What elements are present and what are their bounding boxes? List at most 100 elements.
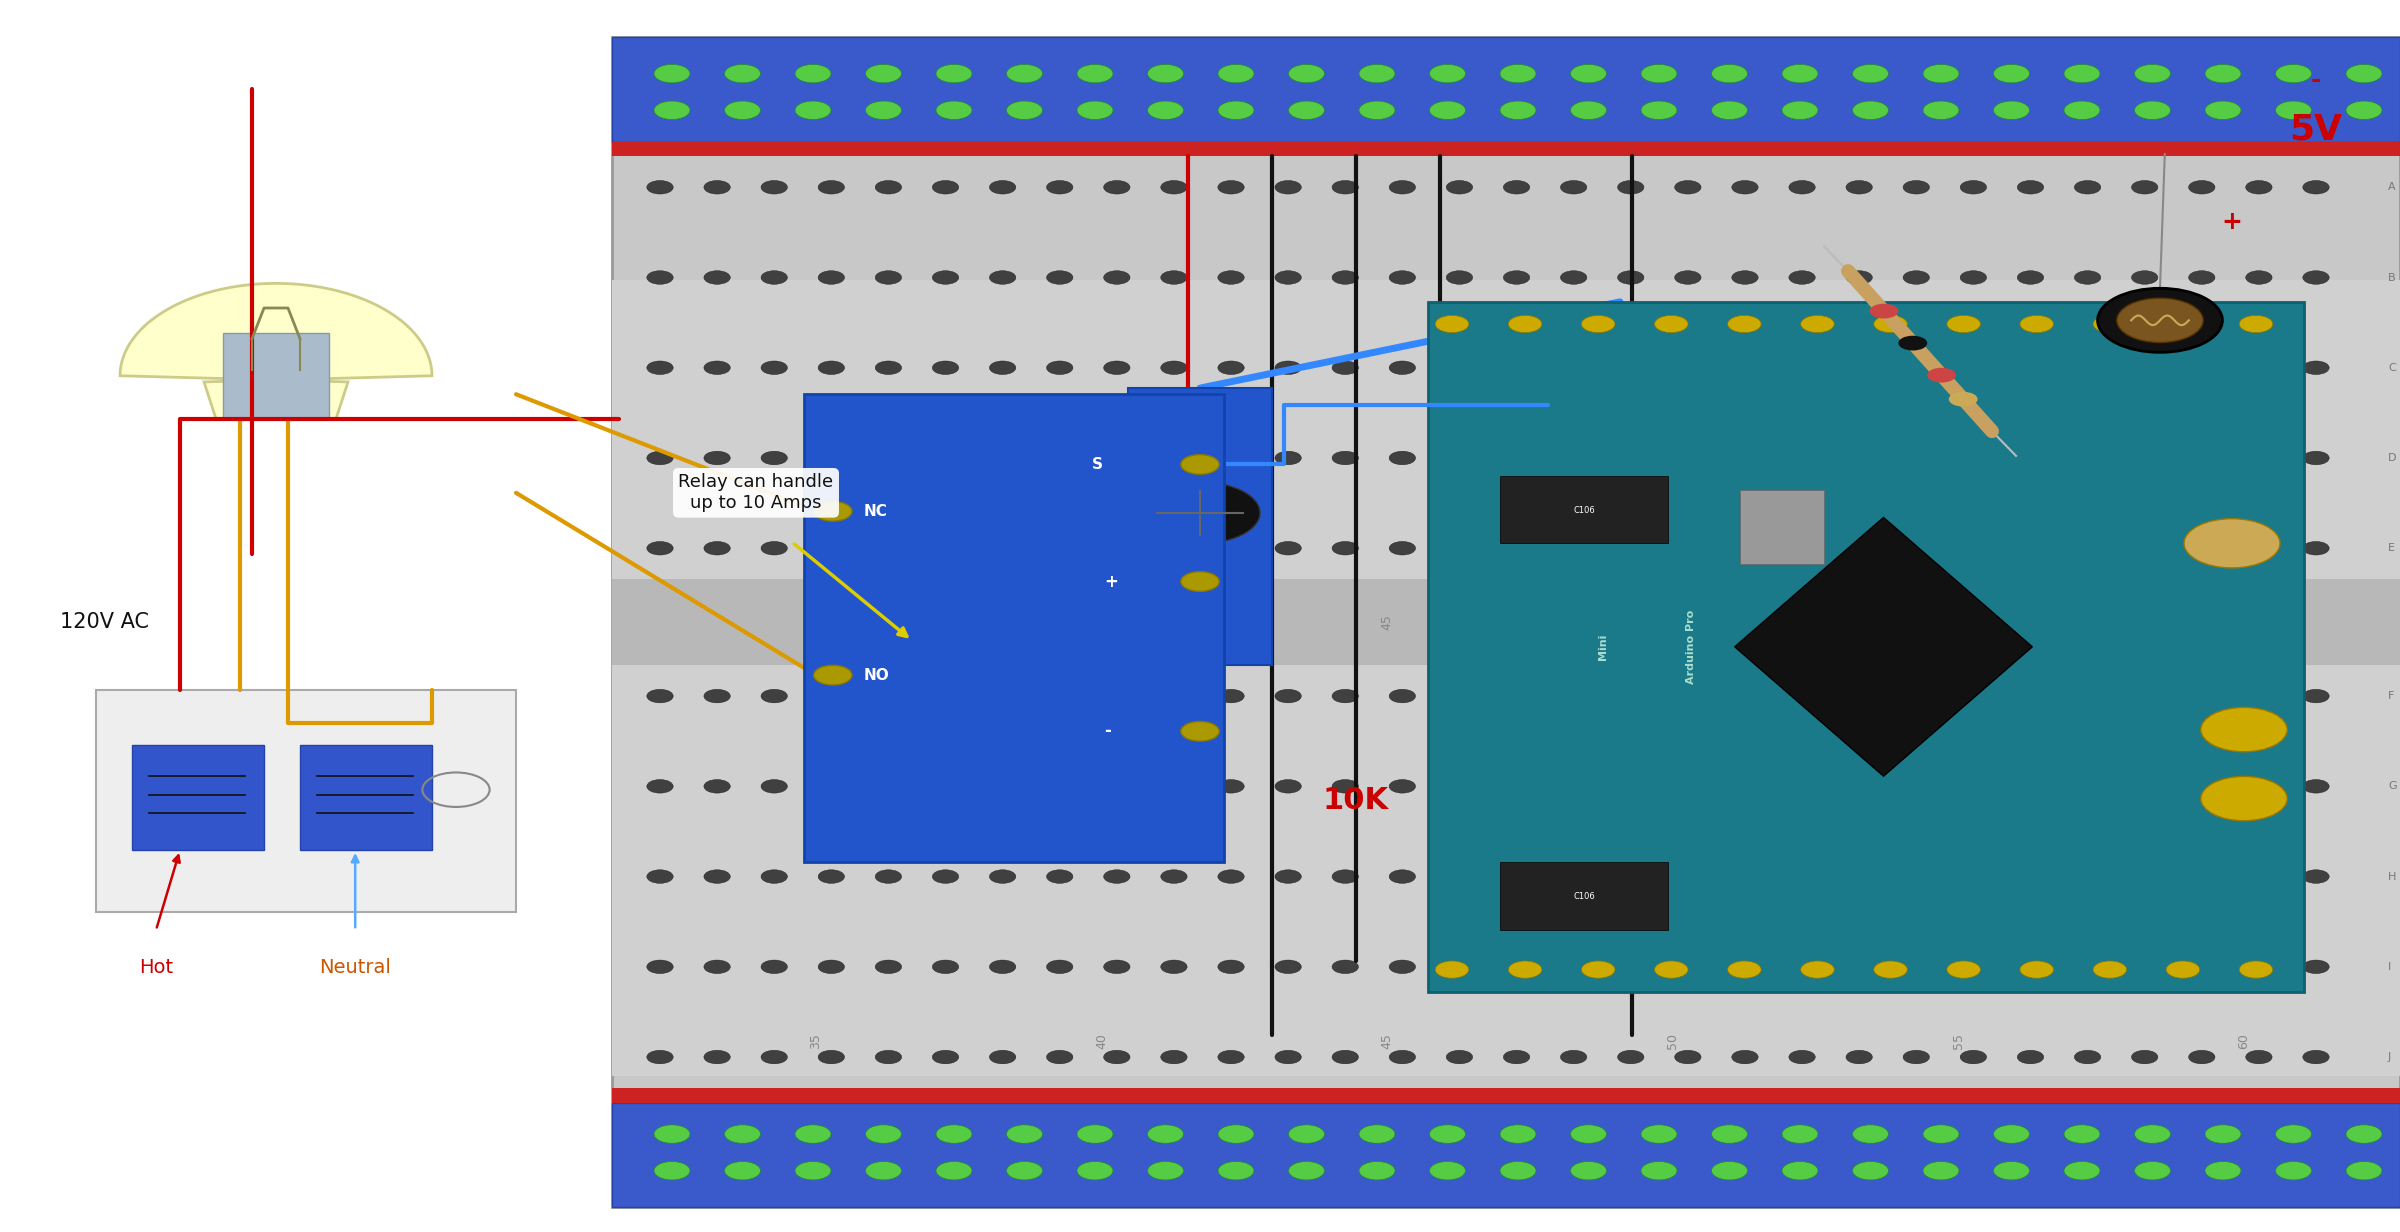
Text: Hot: Hot — [139, 957, 173, 977]
Circle shape — [1618, 180, 1644, 195]
Circle shape — [1447, 690, 1474, 702]
Circle shape — [2134, 1162, 2170, 1180]
Circle shape — [648, 451, 672, 464]
Circle shape — [989, 451, 1015, 464]
Circle shape — [1898, 335, 1927, 351]
Circle shape — [1046, 271, 1073, 285]
Circle shape — [1289, 1125, 1325, 1143]
Circle shape — [936, 64, 972, 83]
Circle shape — [1675, 542, 1702, 554]
Circle shape — [2018, 361, 2045, 375]
Circle shape — [2304, 361, 2328, 375]
Circle shape — [1006, 1125, 1042, 1143]
Circle shape — [1846, 690, 1872, 702]
Circle shape — [1046, 451, 1073, 464]
Circle shape — [1162, 870, 1188, 883]
Circle shape — [1162, 960, 1188, 973]
Circle shape — [2189, 271, 2215, 285]
Circle shape — [1500, 1125, 1536, 1143]
Circle shape — [1781, 1162, 1819, 1180]
Text: 50: 50 — [1666, 615, 1680, 630]
Circle shape — [1675, 451, 1702, 464]
Circle shape — [1675, 180, 1702, 195]
Circle shape — [2246, 451, 2273, 464]
Circle shape — [2304, 780, 2328, 793]
Circle shape — [648, 690, 672, 702]
Text: +: + — [1104, 573, 1118, 590]
Circle shape — [1961, 690, 1987, 702]
Circle shape — [2206, 1162, 2242, 1180]
Text: 55: 55 — [1951, 615, 1966, 630]
Circle shape — [2134, 64, 2170, 83]
Circle shape — [1903, 271, 1930, 285]
Circle shape — [1961, 271, 1987, 285]
Circle shape — [1642, 101, 1678, 120]
Circle shape — [1390, 180, 1416, 195]
Circle shape — [1219, 1162, 1255, 1180]
Circle shape — [1788, 780, 1814, 793]
Circle shape — [703, 960, 730, 973]
Circle shape — [936, 1125, 972, 1143]
Circle shape — [1502, 271, 1529, 285]
Circle shape — [2189, 1050, 2215, 1064]
Circle shape — [2304, 870, 2328, 883]
Bar — [1500, 476, 1668, 543]
Circle shape — [1217, 690, 1243, 702]
Circle shape — [1560, 780, 1586, 793]
Circle shape — [1162, 780, 1188, 793]
Circle shape — [648, 780, 672, 793]
Circle shape — [2131, 690, 2158, 702]
Circle shape — [1570, 101, 1606, 120]
Circle shape — [2131, 180, 2158, 195]
Circle shape — [866, 101, 902, 120]
Circle shape — [2117, 298, 2203, 342]
Circle shape — [818, 870, 845, 883]
Circle shape — [761, 960, 787, 973]
Circle shape — [1846, 960, 1872, 973]
Circle shape — [1390, 960, 1416, 973]
Text: NC: NC — [864, 504, 888, 519]
Circle shape — [1162, 361, 1188, 375]
Circle shape — [1006, 1162, 1042, 1180]
Circle shape — [2239, 315, 2273, 333]
Circle shape — [1946, 961, 1980, 978]
Circle shape — [1781, 1125, 1819, 1143]
Circle shape — [2167, 315, 2201, 333]
Circle shape — [1994, 64, 2030, 83]
Circle shape — [2246, 542, 2273, 554]
Circle shape — [2131, 780, 2158, 793]
Circle shape — [2275, 1125, 2311, 1143]
Circle shape — [814, 501, 852, 521]
Circle shape — [1390, 451, 1416, 464]
Circle shape — [1788, 1050, 1814, 1064]
Circle shape — [1903, 960, 1930, 973]
Circle shape — [1147, 1162, 1183, 1180]
Circle shape — [1788, 870, 1814, 883]
Circle shape — [703, 361, 730, 375]
Circle shape — [1733, 361, 1759, 375]
Circle shape — [1447, 1050, 1474, 1064]
Circle shape — [1219, 101, 1255, 120]
Circle shape — [1654, 961, 1687, 978]
Circle shape — [1217, 780, 1243, 793]
Circle shape — [2018, 451, 2045, 464]
Circle shape — [1217, 960, 1243, 973]
Circle shape — [794, 64, 830, 83]
Circle shape — [1162, 1050, 1188, 1064]
Text: 50: 50 — [1666, 1034, 1680, 1048]
Circle shape — [1274, 361, 1301, 375]
Circle shape — [1846, 451, 1872, 464]
Circle shape — [1853, 1162, 1889, 1180]
Circle shape — [1582, 961, 1615, 978]
Text: 40: 40 — [1094, 615, 1109, 630]
Circle shape — [989, 960, 1015, 973]
Circle shape — [2074, 780, 2100, 793]
Circle shape — [1675, 870, 1702, 883]
Circle shape — [1390, 780, 1416, 793]
Circle shape — [1870, 304, 1898, 319]
Text: S: S — [1092, 457, 1104, 472]
Circle shape — [818, 542, 845, 554]
Circle shape — [1733, 780, 1759, 793]
Circle shape — [2189, 542, 2215, 554]
Circle shape — [931, 870, 958, 883]
